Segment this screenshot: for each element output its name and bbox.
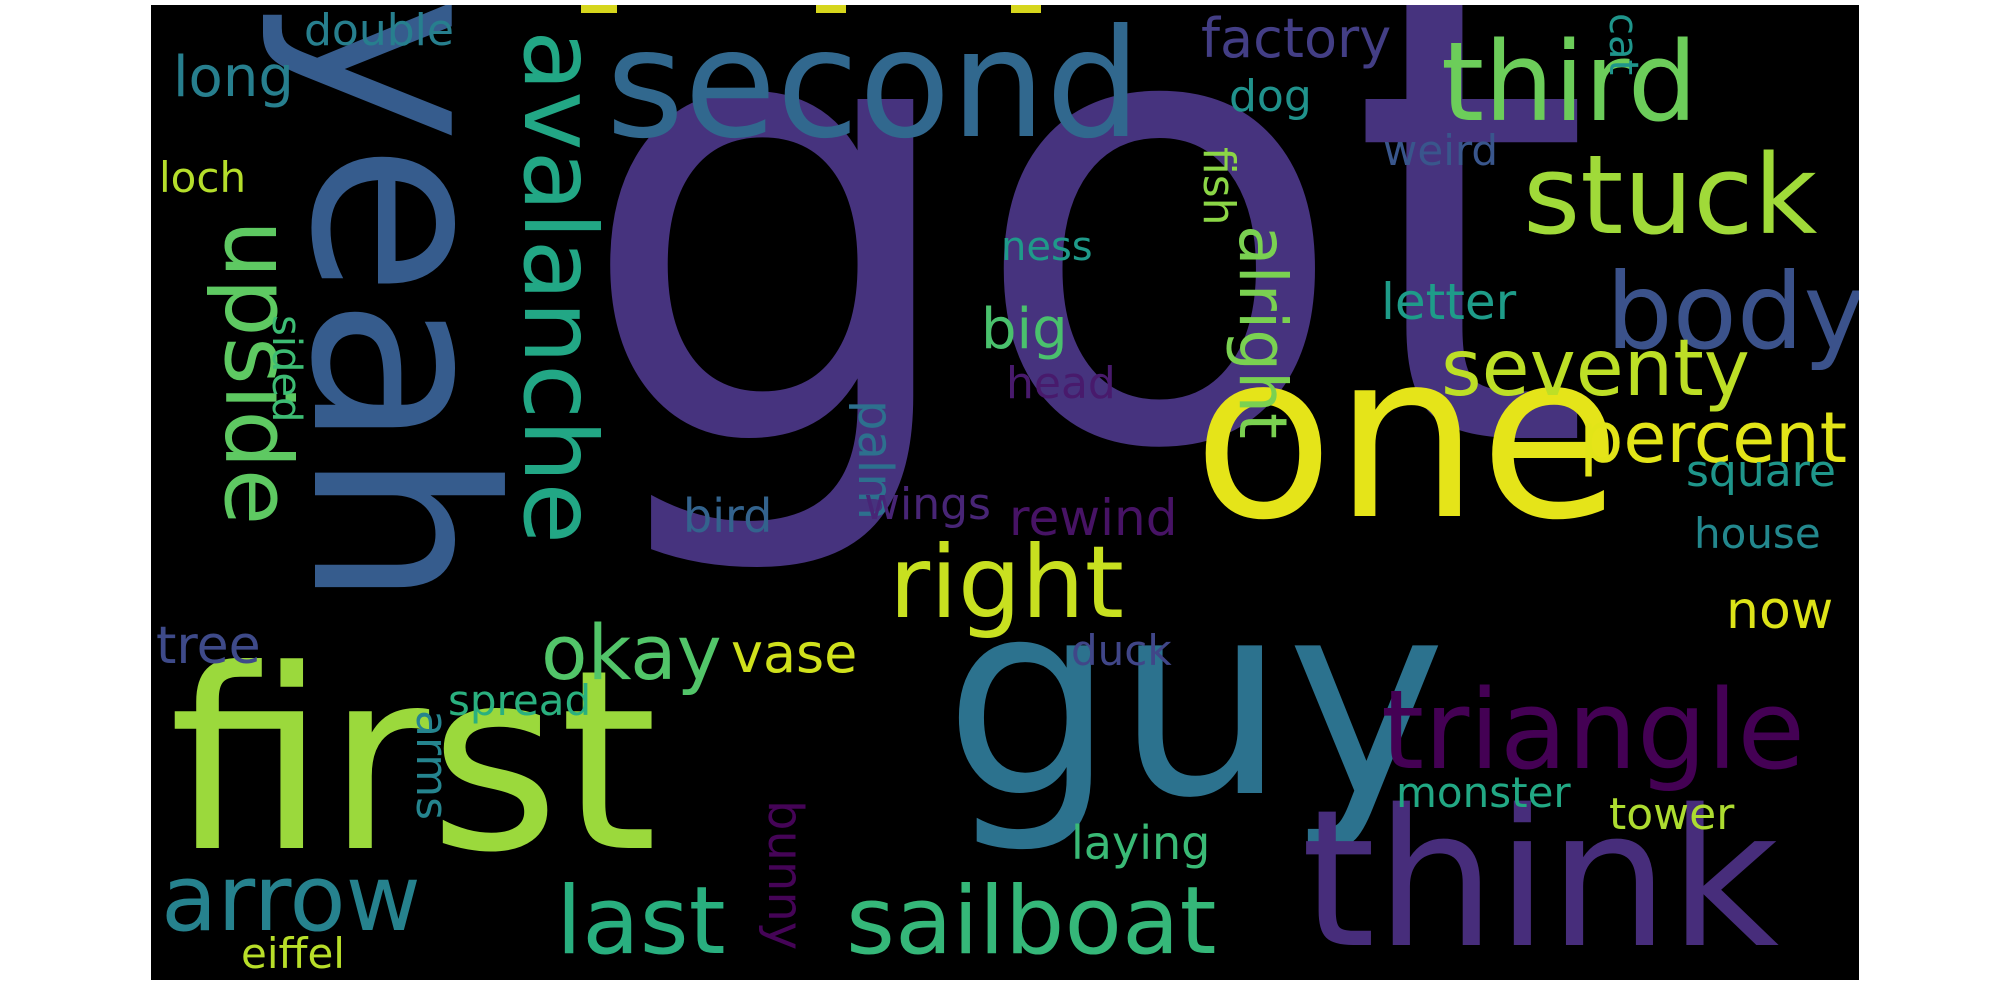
word-cat: cat: [1600, 13, 1646, 76]
word-house: house: [1694, 509, 1821, 558]
word-cloud: got yeah one first guy think second thir…: [151, 5, 1859, 980]
word-rewind: rewind: [1009, 489, 1178, 547]
word-okay: okay: [541, 608, 722, 697]
word-vase: vase: [731, 622, 858, 685]
word-got: got: [576, 5, 1592, 585]
word-stuck: stuck: [1523, 131, 1818, 259]
word-avalanche: avalanche: [501, 30, 618, 545]
word-wings: wings: [864, 479, 991, 530]
word-spread: spread: [448, 676, 592, 725]
word-head: head: [1006, 358, 1116, 409]
word-factory: factory: [1201, 7, 1392, 70]
clipped-word-fragment: [816, 5, 846, 13]
word-eiffel: eiffel: [241, 929, 345, 978]
word-one: one: [1193, 304, 1621, 571]
word-monster: monster: [1396, 768, 1571, 817]
word-sailboat: sailboat: [846, 867, 1217, 976]
word-first: first: [169, 616, 658, 907]
word-square: square: [1686, 446, 1836, 497]
word-think: think: [1301, 769, 1780, 980]
word-last: last: [556, 867, 726, 976]
word-long: long: [173, 45, 294, 110]
word-fish: fish: [1193, 147, 1244, 226]
word-yeah: yeah: [256, 5, 547, 609]
word-big: big: [981, 297, 1068, 362]
word-alright: alright: [1224, 225, 1301, 439]
word-upside: upside: [204, 220, 311, 526]
word-bunny: bunny: [757, 800, 813, 951]
word-percent: percent: [1579, 397, 1848, 479]
word-arms: arms: [406, 710, 457, 821]
word-second: second: [606, 5, 1141, 172]
word-sided: sided: [263, 315, 309, 423]
word-triangle: triangle: [1381, 666, 1806, 794]
word-arrow: arrow: [161, 845, 421, 952]
clipped-word-fragment: [1011, 5, 1041, 13]
word-weird: weird: [1383, 126, 1499, 175]
word-tower: tower: [1609, 789, 1735, 840]
word-third: third: [1441, 18, 1698, 146]
word-right: right: [889, 524, 1124, 641]
word-loch: loch: [159, 153, 247, 202]
word-duck: duck: [1071, 626, 1172, 675]
word-guy: guy: [944, 542, 1447, 857]
word-letter: letter: [1381, 273, 1517, 331]
clipped-word-fragment: [581, 5, 617, 13]
word-seventy: seventy: [1441, 324, 1750, 414]
word-palm: palm: [847, 400, 903, 520]
word-bird: bird: [683, 489, 773, 543]
word-now: now: [1726, 581, 1834, 641]
word-body: body: [1606, 251, 1859, 373]
word-laying: laying: [1071, 816, 1211, 870]
word-ness: ness: [1001, 224, 1093, 270]
word-dog: dog: [1229, 71, 1312, 122]
word-tree: tree: [156, 616, 261, 676]
word-double: double: [304, 5, 454, 56]
